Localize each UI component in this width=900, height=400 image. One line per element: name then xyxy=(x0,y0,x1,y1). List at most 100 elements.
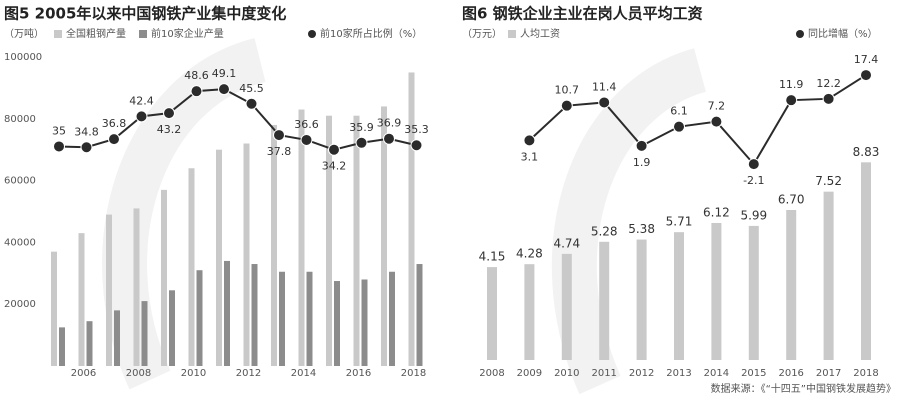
point xyxy=(163,107,175,120)
x-tick-label: 2016 xyxy=(346,368,371,379)
value-label: 5.99 xyxy=(740,208,767,222)
point xyxy=(300,133,313,146)
x-tick-label: 2009 xyxy=(517,368,542,379)
point-label: 1.9 xyxy=(633,156,651,169)
legend-label: 人均工资 xyxy=(520,28,560,40)
x-tick-label: 2016 xyxy=(778,368,803,379)
point xyxy=(747,158,760,171)
watermark xyxy=(551,48,707,395)
point-label: -2.1 xyxy=(743,174,764,187)
point xyxy=(383,132,395,145)
bar xyxy=(636,239,647,360)
point xyxy=(273,129,285,142)
bar xyxy=(196,270,203,366)
bar xyxy=(141,301,148,366)
point-label: 36.8 xyxy=(102,117,127,130)
y-tick-label: 20000 xyxy=(4,299,36,310)
x-tick-label: 2008 xyxy=(126,368,151,379)
legend-marker xyxy=(796,30,804,38)
bar xyxy=(279,271,285,366)
bar xyxy=(861,162,871,360)
value-label: 6.12 xyxy=(703,205,730,219)
point xyxy=(80,141,93,154)
bar xyxy=(524,264,535,360)
point xyxy=(245,97,258,110)
bar xyxy=(51,251,57,366)
point-label: 45.5 xyxy=(239,82,264,95)
bar xyxy=(59,327,65,366)
x-tick-label: 2014 xyxy=(704,368,729,379)
legend-marker xyxy=(508,30,516,38)
bar xyxy=(86,321,93,366)
bar xyxy=(416,264,423,366)
x-tick-label: 2018 xyxy=(853,368,878,379)
unit-label: （万元） xyxy=(462,28,502,40)
y-tick-label: 40000 xyxy=(4,237,36,248)
legend-label: 同比增幅（%） xyxy=(808,27,878,40)
bar xyxy=(353,115,360,367)
legend-label: 前10家所占比例（%） xyxy=(320,27,422,40)
bar xyxy=(298,109,305,366)
value-label: 5.38 xyxy=(628,222,655,236)
point-label: 35.9 xyxy=(349,121,374,134)
bar xyxy=(133,208,140,366)
legend-marker xyxy=(308,30,316,38)
chart-title: 图6 钢铁企业主业在岗人员平均工资 xyxy=(462,5,703,23)
point-label: 7.2 xyxy=(708,100,726,113)
bar xyxy=(271,124,277,366)
x-tick-label: 2011 xyxy=(591,368,616,379)
point xyxy=(785,94,798,107)
x-tick-label: 2012 xyxy=(629,368,654,379)
x-tick-label: 2015 xyxy=(741,368,766,379)
point xyxy=(673,120,685,133)
bar xyxy=(216,149,222,366)
legend-marker xyxy=(139,30,147,38)
point xyxy=(355,136,368,149)
point-label: 17.4 xyxy=(854,53,879,66)
value-label: 4.15 xyxy=(479,250,506,264)
legend-marker xyxy=(54,30,62,38)
x-tick-label: 2017 xyxy=(816,368,841,379)
x-tick-label: 2013 xyxy=(666,368,691,379)
point-label: 35 xyxy=(52,124,66,137)
value-label: 6.70 xyxy=(778,193,805,207)
y-tick-label: 80000 xyxy=(4,114,36,125)
point xyxy=(560,99,573,112)
x-tick-label: 2010 xyxy=(554,368,579,379)
legend-label: 全国粗钢产量 xyxy=(66,27,126,40)
point-label: 35.3 xyxy=(404,123,429,136)
value-label: 5.71 xyxy=(666,215,693,229)
point xyxy=(108,133,120,146)
bar xyxy=(381,106,387,366)
legend-label: 前10家企业产量 xyxy=(151,27,224,40)
bar xyxy=(599,241,610,360)
point xyxy=(635,139,648,152)
bar xyxy=(306,271,313,366)
bar xyxy=(748,225,759,360)
point-label: 10.7 xyxy=(555,84,580,97)
value-label: 8.83 xyxy=(853,145,880,159)
bar xyxy=(823,191,834,360)
bar xyxy=(711,222,722,360)
point xyxy=(218,83,230,96)
point xyxy=(523,134,536,147)
bar xyxy=(326,115,332,367)
bar xyxy=(408,72,415,366)
value-label: 7.52 xyxy=(815,174,842,188)
x-tick-label: 2012 xyxy=(236,368,261,379)
source-note: 数据来源：《“十四五”中国钢铁发展趋势》 xyxy=(711,382,896,395)
bar xyxy=(561,253,572,360)
line xyxy=(528,74,867,166)
value-label: 5.28 xyxy=(591,224,618,238)
bar xyxy=(224,260,230,366)
point xyxy=(710,115,723,128)
point xyxy=(822,92,835,105)
bar xyxy=(487,267,497,360)
bar xyxy=(334,281,340,366)
x-tick-label: 2010 xyxy=(181,368,206,379)
bar xyxy=(674,232,684,360)
x-tick-label: 2014 xyxy=(291,368,316,379)
point xyxy=(135,110,148,123)
x-tick-label: 2008 xyxy=(479,368,504,379)
